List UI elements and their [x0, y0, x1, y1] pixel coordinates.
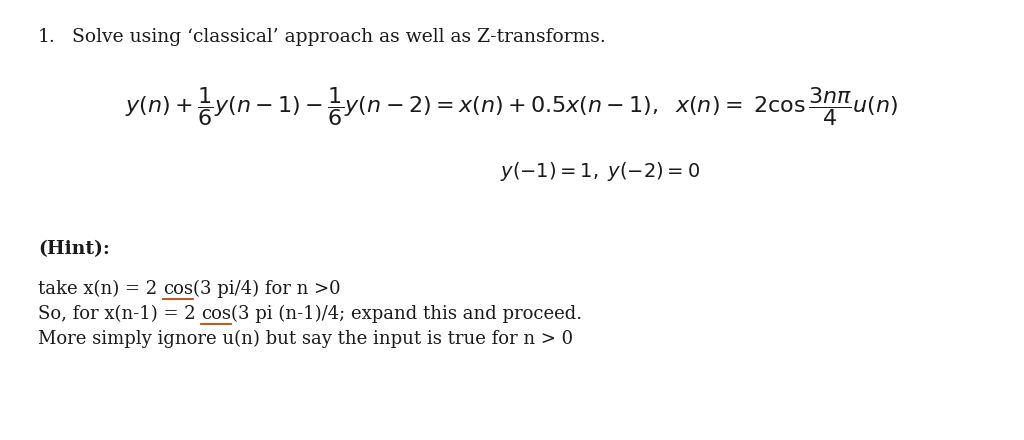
Text: (3 pi (n-1)/4; expand this and proceed.: (3 pi (n-1)/4; expand this and proceed.: [231, 305, 583, 323]
Text: cos: cos: [202, 305, 231, 323]
Text: cos: cos: [163, 280, 193, 298]
Text: So, for x(n-1) = 2: So, for x(n-1) = 2: [38, 305, 202, 323]
Text: take x(n) = 2: take x(n) = 2: [38, 280, 163, 298]
Text: Solve using ‘classical’ approach as well as Z-transforms.: Solve using ‘classical’ approach as well…: [72, 28, 606, 46]
Text: 1.: 1.: [38, 28, 55, 46]
Text: More simply ignore u(n) but say the input is true for n > 0: More simply ignore u(n) but say the inpu…: [38, 330, 573, 348]
Text: (Hint):: (Hint):: [38, 240, 110, 258]
Text: (3 pi/4) for n >0: (3 pi/4) for n >0: [193, 280, 341, 298]
Text: $y(n) + \dfrac{1}{6}y(n-1) - \dfrac{1}{6}y(n-2) = x(n) + 0.5x(n-1),\;\; x(n) = \: $y(n) + \dfrac{1}{6}y(n-1) - \dfrac{1}{6…: [125, 85, 899, 128]
Text: $y(-1) = 1, \; y(-2) = 0$: $y(-1) = 1, \; y(-2) = 0$: [500, 160, 700, 183]
